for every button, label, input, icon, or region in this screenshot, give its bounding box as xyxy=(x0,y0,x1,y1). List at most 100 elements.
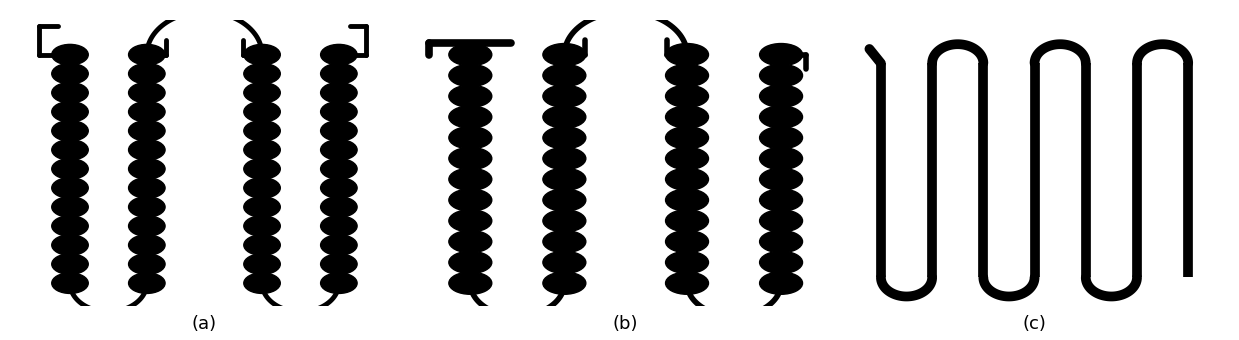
Ellipse shape xyxy=(760,64,803,87)
Ellipse shape xyxy=(665,231,709,253)
Ellipse shape xyxy=(543,85,586,107)
Ellipse shape xyxy=(52,45,88,65)
Ellipse shape xyxy=(543,231,586,253)
Ellipse shape xyxy=(543,189,586,211)
Ellipse shape xyxy=(129,197,165,217)
Ellipse shape xyxy=(321,45,357,65)
Ellipse shape xyxy=(665,168,709,190)
Ellipse shape xyxy=(129,102,165,122)
Ellipse shape xyxy=(760,168,803,190)
Ellipse shape xyxy=(449,126,492,149)
Ellipse shape xyxy=(52,140,88,160)
Ellipse shape xyxy=(321,254,357,274)
Ellipse shape xyxy=(52,102,88,122)
Ellipse shape xyxy=(449,44,492,66)
Ellipse shape xyxy=(52,178,88,198)
Ellipse shape xyxy=(449,147,492,170)
Ellipse shape xyxy=(52,216,88,236)
Ellipse shape xyxy=(244,235,280,255)
Ellipse shape xyxy=(52,273,88,293)
Ellipse shape xyxy=(129,140,165,160)
Ellipse shape xyxy=(321,216,357,236)
Ellipse shape xyxy=(52,159,88,179)
Ellipse shape xyxy=(449,64,492,87)
Ellipse shape xyxy=(449,272,492,294)
Ellipse shape xyxy=(244,216,280,236)
Ellipse shape xyxy=(321,140,357,160)
Ellipse shape xyxy=(760,147,803,170)
Ellipse shape xyxy=(449,168,492,190)
Ellipse shape xyxy=(760,106,803,128)
Ellipse shape xyxy=(129,254,165,274)
Ellipse shape xyxy=(244,254,280,274)
Ellipse shape xyxy=(665,44,709,66)
Ellipse shape xyxy=(244,197,280,217)
Ellipse shape xyxy=(244,178,280,198)
Ellipse shape xyxy=(321,159,357,179)
Ellipse shape xyxy=(52,235,88,255)
Ellipse shape xyxy=(321,121,357,141)
Ellipse shape xyxy=(52,83,88,103)
Ellipse shape xyxy=(760,272,803,294)
Ellipse shape xyxy=(665,210,709,232)
Ellipse shape xyxy=(543,272,586,294)
Ellipse shape xyxy=(449,251,492,273)
Ellipse shape xyxy=(760,251,803,273)
Ellipse shape xyxy=(543,210,586,232)
Ellipse shape xyxy=(129,216,165,236)
Ellipse shape xyxy=(321,178,357,198)
Ellipse shape xyxy=(665,251,709,273)
Ellipse shape xyxy=(665,85,709,107)
Ellipse shape xyxy=(449,210,492,232)
Ellipse shape xyxy=(129,178,165,198)
Ellipse shape xyxy=(760,44,803,66)
Ellipse shape xyxy=(760,189,803,211)
Ellipse shape xyxy=(129,64,165,84)
Ellipse shape xyxy=(244,83,280,103)
Ellipse shape xyxy=(665,147,709,170)
Ellipse shape xyxy=(760,210,803,232)
Ellipse shape xyxy=(665,106,709,128)
Ellipse shape xyxy=(52,254,88,274)
Ellipse shape xyxy=(129,273,165,293)
Ellipse shape xyxy=(321,64,357,84)
Ellipse shape xyxy=(129,121,165,141)
Ellipse shape xyxy=(665,272,709,294)
Ellipse shape xyxy=(129,83,165,103)
Ellipse shape xyxy=(760,126,803,149)
Ellipse shape xyxy=(321,235,357,255)
Ellipse shape xyxy=(543,168,586,190)
Ellipse shape xyxy=(244,121,280,141)
Ellipse shape xyxy=(449,85,492,107)
Ellipse shape xyxy=(244,102,280,122)
Ellipse shape xyxy=(543,106,586,128)
Ellipse shape xyxy=(321,197,357,217)
Ellipse shape xyxy=(543,147,586,170)
Ellipse shape xyxy=(129,45,165,65)
Ellipse shape xyxy=(244,45,280,65)
Ellipse shape xyxy=(665,126,709,149)
Ellipse shape xyxy=(244,140,280,160)
Ellipse shape xyxy=(52,121,88,141)
Ellipse shape xyxy=(543,251,586,273)
Ellipse shape xyxy=(129,159,165,179)
Ellipse shape xyxy=(760,231,803,253)
Ellipse shape xyxy=(321,273,357,293)
Ellipse shape xyxy=(244,64,280,84)
Text: (a): (a) xyxy=(192,314,217,333)
Text: (b): (b) xyxy=(613,314,638,333)
Ellipse shape xyxy=(543,44,586,66)
Ellipse shape xyxy=(449,106,492,128)
Ellipse shape xyxy=(449,231,492,253)
Ellipse shape xyxy=(52,197,88,217)
Ellipse shape xyxy=(321,102,357,122)
Ellipse shape xyxy=(244,159,280,179)
Ellipse shape xyxy=(760,85,803,107)
Ellipse shape xyxy=(543,126,586,149)
Ellipse shape xyxy=(321,83,357,103)
Ellipse shape xyxy=(665,64,709,87)
Ellipse shape xyxy=(52,64,88,84)
Ellipse shape xyxy=(244,273,280,293)
Ellipse shape xyxy=(129,235,165,255)
Ellipse shape xyxy=(665,189,709,211)
